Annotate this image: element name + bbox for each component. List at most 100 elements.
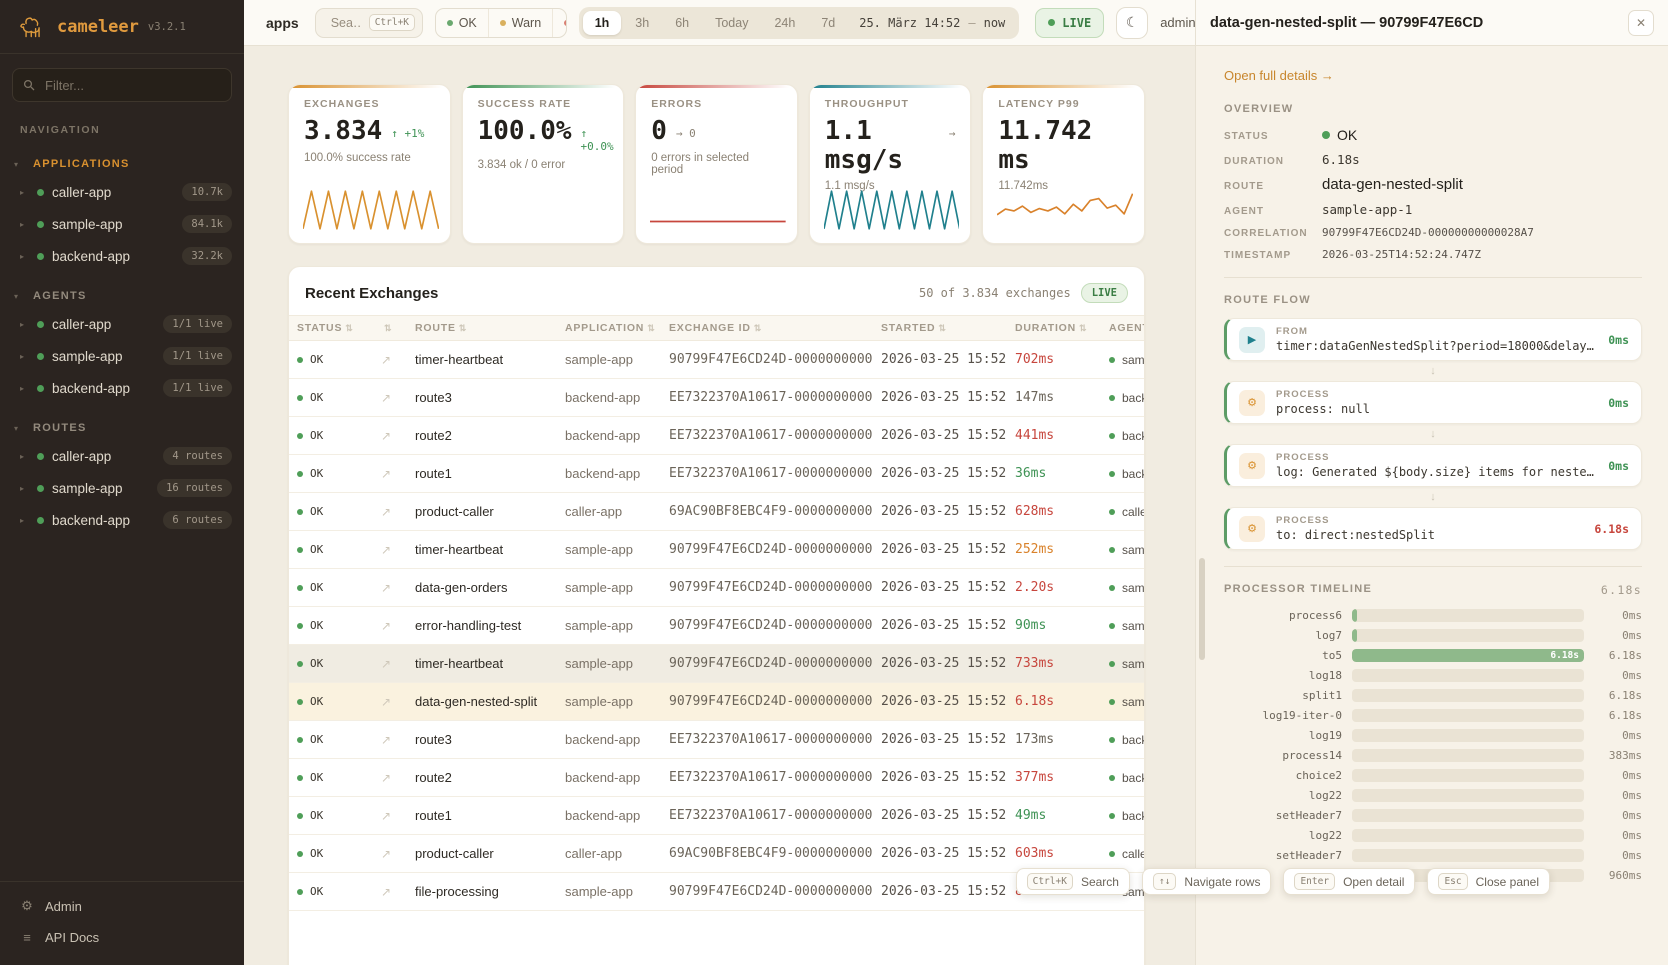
open-link-cell[interactable]: ↗ <box>373 378 407 417</box>
column-header-STARTED[interactable]: STARTED ⇅ <box>873 315 1007 341</box>
open-link-cell[interactable]: ↗ <box>373 568 407 607</box>
stat-subtext: 0 errors in selected period <box>651 151 749 176</box>
timeline-track <box>1352 749 1584 762</box>
processor-duration: 0ms <box>1622 809 1642 822</box>
agent-dot <box>1109 660 1115 667</box>
sidebar-section-header[interactable]: ▾ APPLICATIONS <box>0 154 244 176</box>
application-cell: backend-app <box>557 758 661 797</box>
flow-step-process[interactable]: ⚙ PROCESS process: null 0ms <box>1224 381 1642 424</box>
chevron-down-icon: ▾ <box>14 423 19 433</box>
range-button-1h[interactable]: 1h <box>582 10 622 35</box>
table-row[interactable]: OK ↗ route3 backend-app EE7322370A10617-0000… <box>289 378 1144 417</box>
table-row[interactable]: OK ↗ route1 backend-app EE7322370A10617-0000… <box>289 454 1144 493</box>
open-link-cell[interactable]: ↗ <box>373 834 407 873</box>
range-button-today[interactable]: Today <box>703 11 760 35</box>
stat-subtext: 1.1 msg/s <box>824 180 875 193</box>
flow-step-text: to: direct:nestedSplit <box>1276 528 1435 542</box>
range-button-3h[interactable]: 3h <box>623 11 661 35</box>
sidebar-item-caller-app[interactable]: ▸ caller-app 1/1 live <box>0 308 244 340</box>
date-range-display[interactable]: 25. März 14:52 — now <box>849 16 1015 30</box>
status-dot <box>37 320 44 328</box>
agent-cell-wrap: backen <box>1101 454 1144 493</box>
table-row[interactable]: OK ↗ timer-heartbeat sample-app 90799F47E6CD… <box>289 530 1144 569</box>
sidebar-item-sample-app[interactable]: ▸ sample-app 16 routes <box>0 472 244 504</box>
table-row[interactable]: OK ↗ route2 backend-app EE7322370A10617-0000… <box>289 758 1144 797</box>
table-row[interactable]: OK ↗ error-handling-test sample-app 90799F47… <box>289 606 1144 645</box>
status-text: OK <box>310 581 324 594</box>
status-dot <box>499 19 506 26</box>
open-link-cell[interactable]: ↗ <box>373 872 407 911</box>
sort-icon: ⇅ <box>753 323 763 333</box>
sidebar-footer-api-docs[interactable]: ≡ API Docs <box>0 922 244 953</box>
duration-cell: 6.18s <box>1007 682 1101 721</box>
external-link-icon: ↗ <box>381 429 392 443</box>
column-header-EXCHANGE ID[interactable]: EXCHANGE ID ⇅ <box>661 315 873 341</box>
started-cell: 2026-03-25 15:52:32 <box>873 378 1007 417</box>
open-link-cell[interactable]: ↗ <box>373 454 407 493</box>
flow-step-process[interactable]: ⚙ PROCESS log: Generated ${body.size} item… <box>1224 444 1642 487</box>
range-button-24h[interactable]: 24h <box>762 11 807 35</box>
sidebar-item-caller-app[interactable]: ▸ caller-app 4 routes <box>0 440 244 472</box>
open-link-cell[interactable]: ↗ <box>373 758 407 797</box>
open-link-cell[interactable]: ↗ <box>373 682 407 721</box>
filter-input[interactable] <box>43 76 221 94</box>
status-filter-ok[interactable]: OK <box>436 8 489 37</box>
search-input[interactable] <box>328 14 363 31</box>
live-toggle-button[interactable]: LIVE <box>1035 7 1105 38</box>
sidebar-item-sample-app[interactable]: ▸ sample-app 84.1k <box>0 208 244 240</box>
accent-strip <box>636 85 797 88</box>
flow-arrow-icon: ↓ <box>1430 365 1436 377</box>
sidebar-item-label: sample-app <box>52 480 123 496</box>
column-header-AGENT[interactable]: AGENT⇅ <box>1101 315 1144 341</box>
agent-cell: backen <box>1109 809 1144 823</box>
range-button-7d[interactable]: 7d <box>809 11 847 35</box>
column-header-STATUS[interactable]: STATUS ⇅ <box>289 315 373 341</box>
table-row[interactable]: OK ↗ timer-heartbeat sample-app 90799F47E6CD… <box>289 644 1144 683</box>
table-row[interactable]: OK ↗ product-caller caller-app 69AC90BF8EBC4… <box>289 834 1144 873</box>
close-panel-button[interactable]: ✕ <box>1628 9 1654 36</box>
table-row[interactable]: OK ↗ route3 backend-app EE7322370A10617-0000… <box>289 720 1144 759</box>
open-full-details-link[interactable]: Open full details → <box>1224 68 1334 83</box>
open-link-cell[interactable]: ↗ <box>373 644 407 683</box>
status-cell: OK <box>289 340 373 379</box>
shortcut-label: Close panel <box>1475 874 1539 889</box>
flow-step-process[interactable]: ⚙ PROCESS to: direct:nestedSplit 6.18s <box>1224 507 1642 550</box>
sidebar-item-backend-app[interactable]: ▸ backend-app 6 routes <box>0 504 244 536</box>
sidebar-section-header[interactable]: ▾ AGENTS <box>0 286 244 308</box>
date-separator: — <box>968 15 976 30</box>
search-input-wrap[interactable]: Ctrl+K <box>314 7 423 38</box>
overview-row-correlation: CORRELATION 90799F47E6CD24D-0000000000002… <box>1224 226 1642 239</box>
column-header-link[interactable]: ⇅ <box>373 315 407 341</box>
open-link-cell[interactable]: ↗ <box>373 492 407 531</box>
open-link-cell[interactable]: ↗ <box>373 340 407 379</box>
scrollbar-thumb[interactable] <box>1199 558 1205 660</box>
agent-cell: sample <box>1109 619 1144 633</box>
status-filter-warn[interactable]: Warn <box>489 8 554 37</box>
column-header-ROUTE[interactable]: ROUTE ⇅ <box>407 315 557 341</box>
open-link-cell[interactable]: ↗ <box>373 606 407 645</box>
table-row[interactable]: OK ↗ route2 backend-app EE7322370A10617-0000… <box>289 416 1144 455</box>
theme-toggle-button[interactable]: ☾ <box>1116 6 1149 39</box>
open-link-cell[interactable]: ↗ <box>373 720 407 759</box>
sidebar-item-backend-app[interactable]: ▸ backend-app 32.2k <box>0 240 244 272</box>
table-row[interactable]: OK ↗ product-caller caller-app 69AC90BF8EBC4… <box>289 492 1144 531</box>
open-link-cell[interactable]: ↗ <box>373 416 407 455</box>
sidebar-footer-admin[interactable]: ⚙ Admin <box>0 890 244 922</box>
table-row[interactable]: OK ↗ route1 backend-app EE7322370A10617-0000… <box>289 796 1144 835</box>
sidebar-item-sample-app[interactable]: ▸ sample-app 1/1 live <box>0 340 244 372</box>
sidebar-item-caller-app[interactable]: ▸ caller-app 10.7k <box>0 176 244 208</box>
table-row[interactable]: OK ↗ data-gen-nested-split sample-app 90799F… <box>289 682 1144 721</box>
status-filter-err[interactable]: Err <box>553 9 566 37</box>
stat-value: 100.0% <box>477 116 572 146</box>
overview-label: DURATION <box>1224 156 1285 167</box>
open-link-cell[interactable]: ↗ <box>373 796 407 835</box>
open-link-cell[interactable]: ↗ <box>373 530 407 569</box>
flow-step-from[interactable]: ▶ FROM timer:dataGenNestedSplit?period=180… <box>1224 318 1642 361</box>
table-row[interactable]: OK ↗ data-gen-orders sample-app 90799F47E6CD… <box>289 568 1144 607</box>
column-header-APPLICATION[interactable]: APPLICATION ⇅ <box>557 315 661 341</box>
sidebar-item-backend-app[interactable]: ▸ backend-app 1/1 live <box>0 372 244 404</box>
table-row[interactable]: OK ↗ timer-heartbeat sample-app 90799F47E6CD… <box>289 340 1144 379</box>
column-header-DURATION[interactable]: DURATION ⇅ <box>1007 315 1101 341</box>
range-button-6h[interactable]: 6h <box>663 11 701 35</box>
sidebar-section-header[interactable]: ▾ ROUTES <box>0 418 244 440</box>
